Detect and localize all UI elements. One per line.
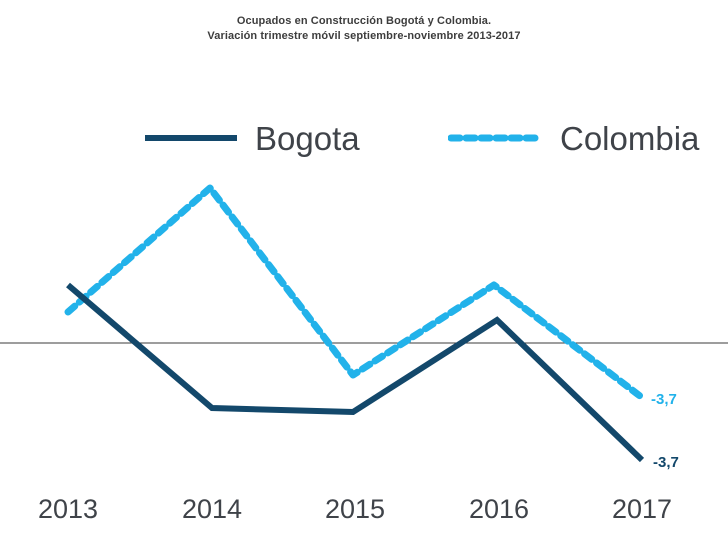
chart-title-line-1: Ocupados en Construcción Bogotá y Colomb… (236, 15, 492, 27)
x-axis-tick-labels: 2013 2014 2015 2016 2017 (0, 496, 728, 536)
x-tick-label-2015: 2015 (324, 494, 386, 524)
series-line-bogota (66, 282, 645, 463)
legend-item-colombia[interactable]: Colombia (447, 112, 700, 164)
legend-item-bogota[interactable]: Bogota (143, 112, 360, 164)
series-line-colombia (64, 184, 644, 400)
end-value-label-bogota: -3,7 (653, 454, 679, 471)
chart-legend: Bogota Colombia (0, 112, 728, 164)
x-tick-label-2014: 2014 (181, 494, 243, 524)
legend-label-colombia: Colombia (560, 119, 700, 157)
x-tick-label-2013: 2013 (37, 494, 99, 524)
legend-swatch-solid-line-icon (143, 131, 239, 145)
x-tick-label-2017: 2017 (611, 494, 673, 524)
x-tick-label-2016: 2016 (468, 494, 530, 524)
chart-title-line-2: Variación trimestre móvil septiembre-nov… (207, 30, 521, 42)
legend-label-bogota: Bogota (255, 119, 360, 157)
end-value-label-colombia: -3,7 (651, 391, 677, 408)
legend-swatch-dashed-line-icon (447, 131, 545, 145)
chart-title: Ocupados en Construcción Bogotá y Colomb… (0, 14, 728, 44)
